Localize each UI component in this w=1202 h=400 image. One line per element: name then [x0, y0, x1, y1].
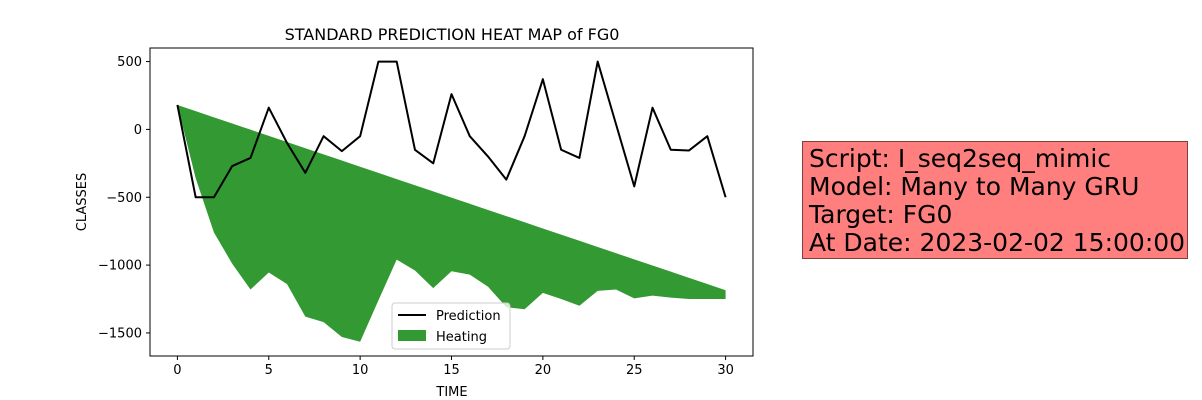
legend-prediction-label: Prediction [436, 309, 501, 324]
legend: Prediction Heating [391, 302, 511, 350]
info-box: Script: I_seq2seq_mimic Model: Many to M… [802, 141, 1188, 259]
y-tick-label: −1000 [98, 259, 142, 274]
x-tick-label: 20 [535, 363, 552, 378]
legend-heating-swatch [398, 330, 426, 341]
x-axis-label: TIME [435, 385, 467, 400]
legend-heating-label: Heating [436, 330, 487, 345]
x-tick-label: 15 [443, 363, 460, 378]
y-tick-label: −500 [106, 191, 142, 206]
info-script-line: Script: I_seq2seq_mimic [809, 144, 1112, 173]
x-tick-label: 5 [265, 363, 273, 378]
y-tick-label: 0 [134, 123, 142, 138]
x-tick-label: 25 [626, 363, 643, 378]
heating-area [177, 104, 726, 342]
y-tick-label: −1500 [98, 326, 142, 341]
info-model-line: Model: Many to Many GRU [809, 172, 1140, 201]
chart-title: STANDARD PREDICTION HEAT MAP of FG0 [285, 25, 620, 44]
info-target-line: Target: FG0 [809, 200, 953, 229]
x-tick-label: 10 [352, 363, 369, 378]
y-tick-label: 500 [117, 55, 142, 70]
y-axis-label: CLASSES [75, 173, 90, 231]
x-tick-label: 30 [717, 363, 734, 378]
info-date-line: At Date: 2023-02-02 15:00:00 [809, 228, 1186, 257]
x-tick-label: 0 [173, 363, 181, 378]
plot-area: 0 5 10 15 20 25 30 500 0 −500 −1000 −1500 [98, 47, 754, 378]
prediction-line [176, 60, 727, 199]
